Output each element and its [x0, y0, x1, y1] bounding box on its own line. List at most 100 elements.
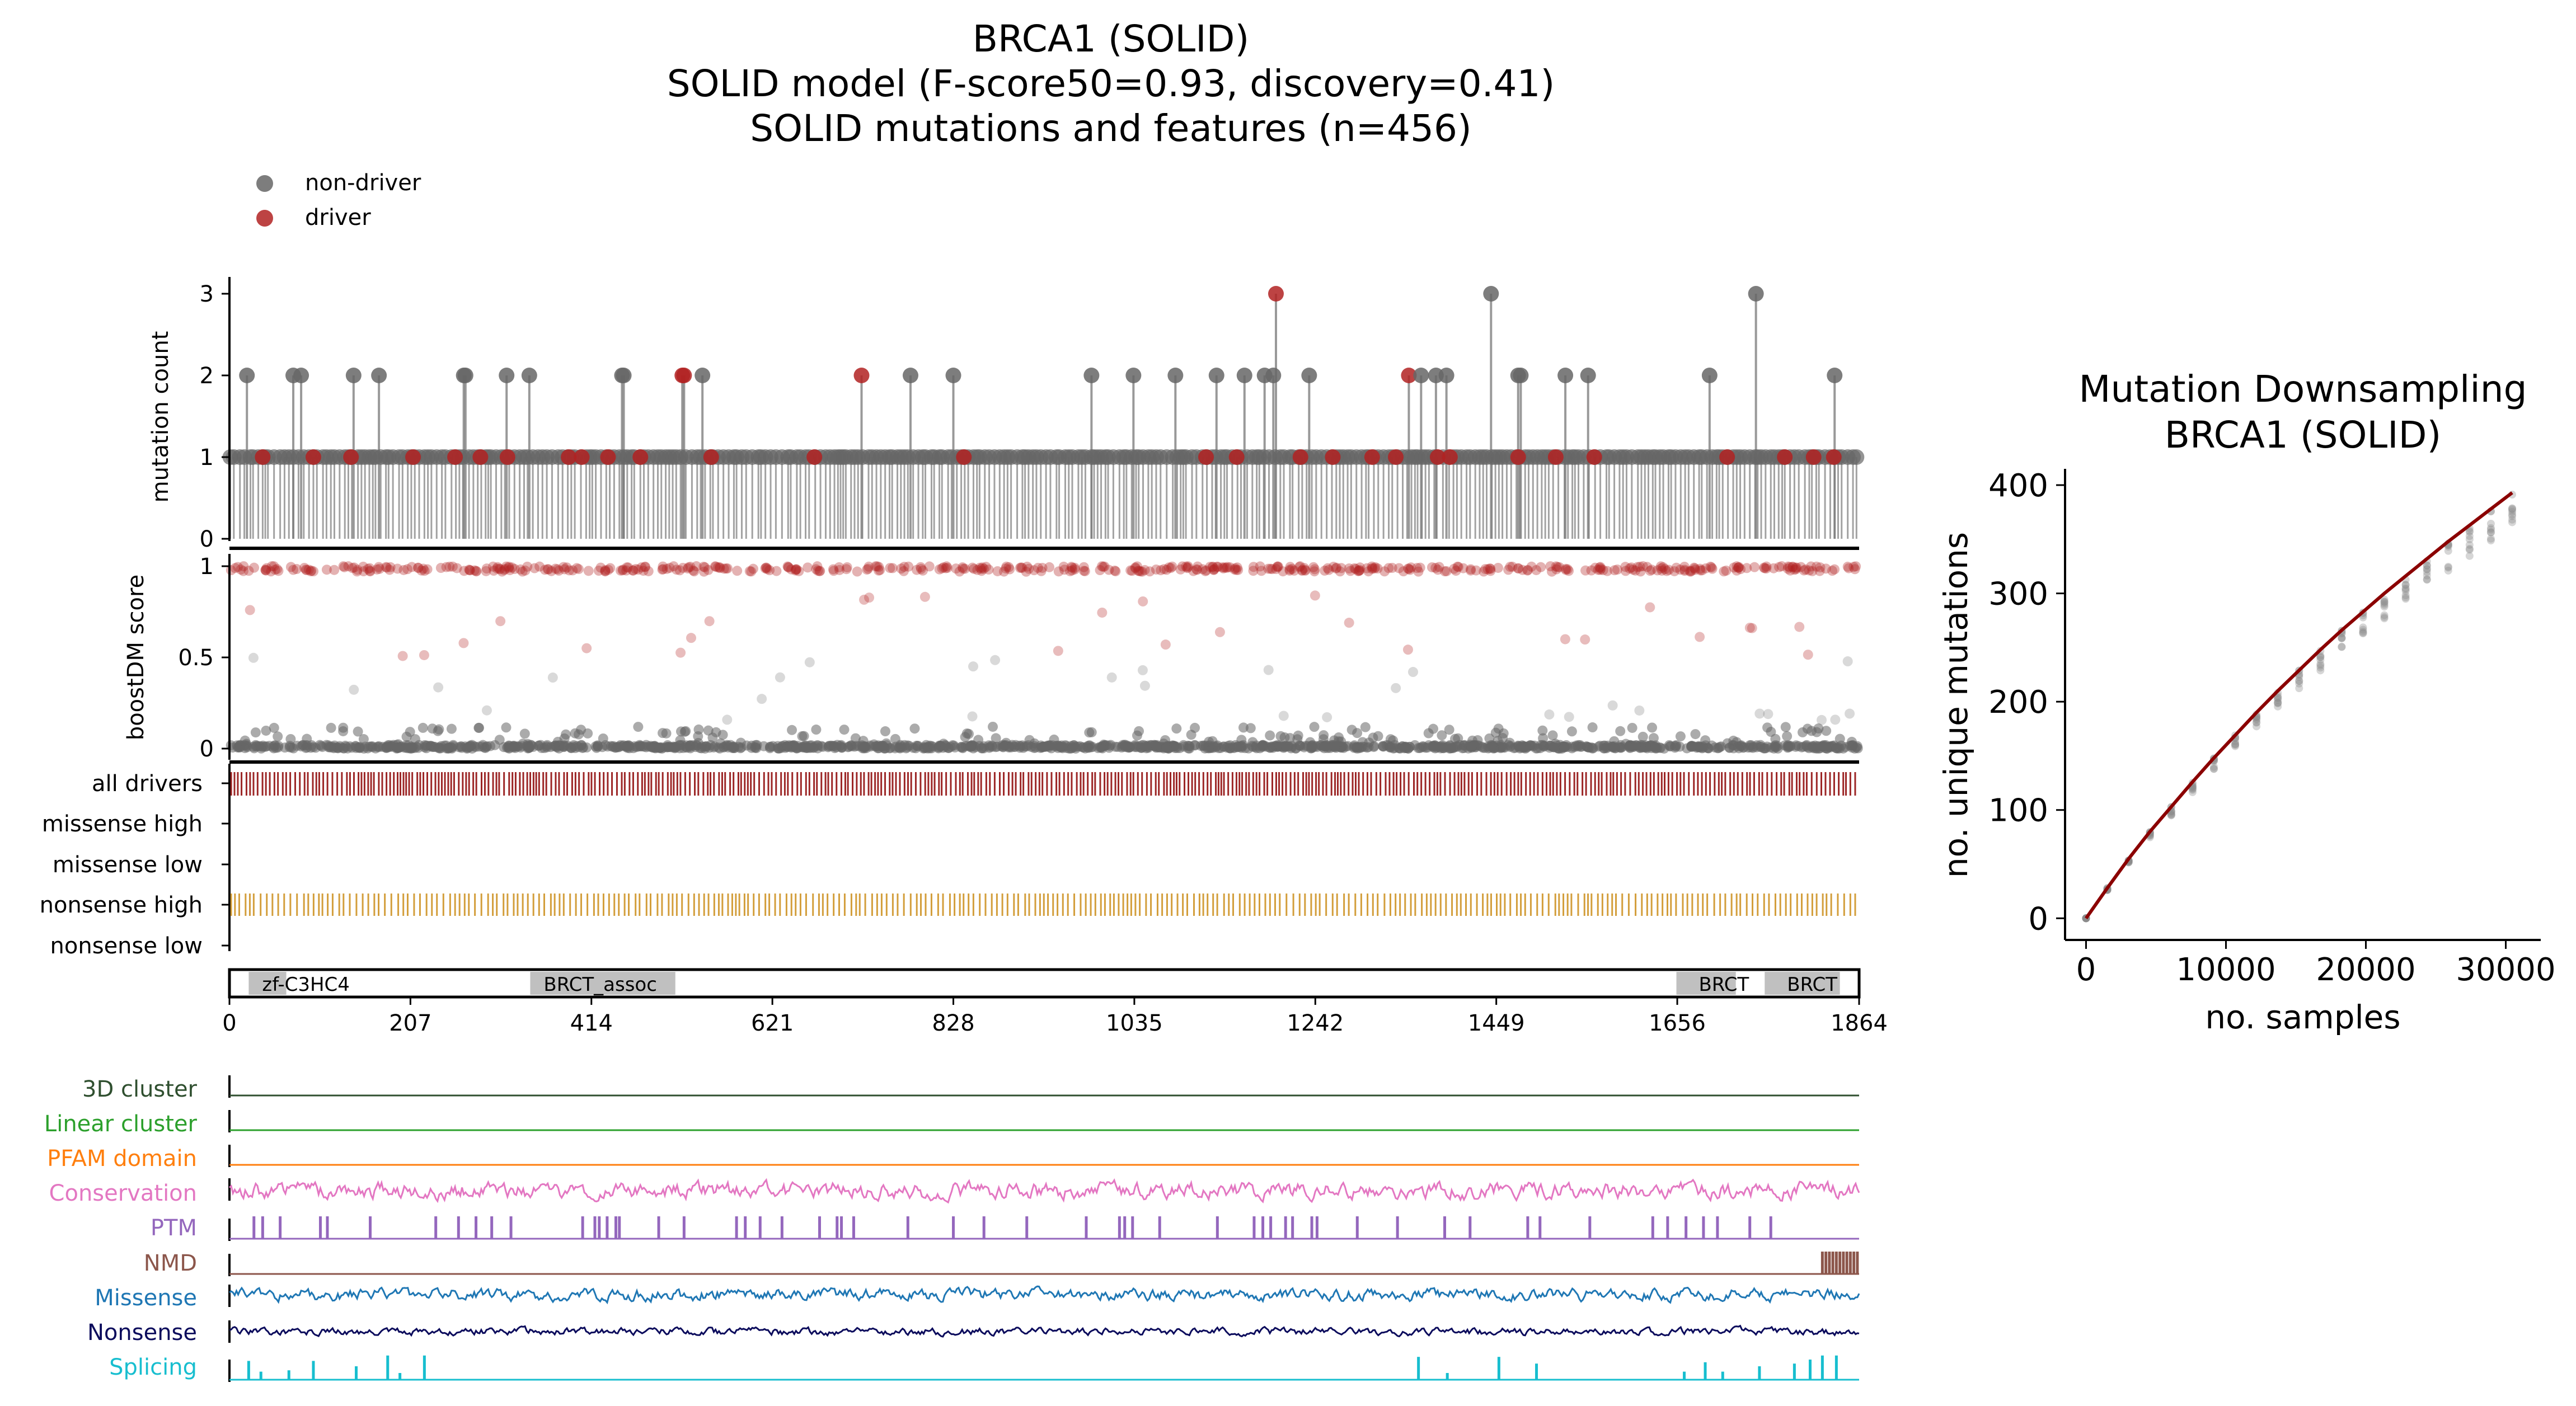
driver-score-point	[1747, 623, 1757, 633]
driver-score-point	[1586, 565, 1597, 576]
score-point	[1352, 728, 1363, 739]
mutation-point	[1208, 368, 1224, 383]
driver-score-point	[1132, 561, 1143, 572]
driver-score-point	[1036, 566, 1047, 576]
replicate-point	[2209, 765, 2218, 773]
score-point	[1207, 742, 1218, 753]
score-point	[1583, 742, 1594, 753]
driver-score-point	[1233, 565, 1244, 575]
score-point	[1498, 728, 1509, 739]
driver-score-point	[643, 566, 654, 576]
x-tick-label: 414	[570, 1010, 613, 1036]
driver-score-point	[558, 562, 569, 572]
driver-score-point	[715, 563, 725, 573]
driver-score-point	[1596, 563, 1606, 574]
driver-mutation-point	[1586, 449, 1602, 465]
driver-score-point	[492, 562, 503, 572]
replicate-point	[2380, 603, 2389, 611]
consequence-row-label: missense high	[42, 811, 203, 837]
score-point	[1746, 740, 1757, 750]
replicate-point	[2508, 504, 2516, 512]
driver-score-point	[615, 565, 626, 576]
replicate-point	[2338, 642, 2346, 651]
driver-score-point	[1232, 562, 1242, 573]
lollipop-heads	[222, 286, 1865, 465]
driver-score-point	[494, 563, 505, 574]
driver-score-point	[1367, 563, 1378, 573]
driver-score-point	[1065, 566, 1076, 576]
driver-score-point	[1367, 563, 1377, 574]
driver-score-point	[1782, 563, 1793, 574]
driver-score-point	[691, 561, 702, 572]
driver-score-point	[1430, 562, 1441, 573]
driver-score-point	[939, 562, 949, 572]
replicate-point	[2486, 534, 2495, 543]
driver-score-point	[622, 562, 632, 573]
driver-score-point	[595, 562, 606, 573]
driver-score-point	[392, 563, 403, 574]
score-point	[1293, 730, 1303, 741]
driver-score-point	[1208, 565, 1219, 575]
score-point	[1427, 741, 1438, 751]
driver-score-point	[1679, 565, 1690, 575]
mutation-point	[1483, 286, 1499, 302]
driver-score-point	[1278, 566, 1288, 577]
score-point	[850, 733, 861, 744]
score-point	[1333, 736, 1344, 747]
driver-score-point	[771, 566, 782, 576]
score-point	[1537, 740, 1548, 750]
driver-score-point	[1295, 561, 1306, 572]
replicate-point	[2231, 742, 2240, 750]
driver-score-point	[703, 565, 714, 575]
driver-mutation-point	[1401, 368, 1417, 383]
driver-score-point	[1705, 561, 1716, 572]
replicate-point	[2316, 660, 2325, 668]
driver-score-point	[1526, 561, 1537, 572]
replicate-point	[2316, 664, 2325, 672]
driver-score-point	[623, 562, 634, 573]
driver-score-point	[506, 562, 517, 573]
score-point	[1441, 742, 1451, 753]
driver-score-point	[413, 562, 424, 573]
driver-score-point	[1016, 562, 1026, 573]
driver-score-point	[1815, 562, 1826, 573]
driver-mutation-point	[600, 449, 616, 465]
score-point	[574, 729, 584, 740]
driver-score-point	[689, 566, 700, 577]
score-point	[787, 725, 797, 735]
driver-score-point	[1669, 566, 1679, 576]
driver-score-point	[1624, 563, 1635, 574]
replicate-point	[2465, 540, 2474, 549]
domain-panel: zf-C3HC4 BRCT_assoc BRCT BRCT 0 207 414 621 828…	[222, 968, 1888, 1036]
driver-score-point	[1602, 566, 1613, 576]
driver-score-point	[722, 563, 733, 574]
driver-score-point	[1689, 562, 1700, 573]
mutation-point	[1167, 368, 1184, 383]
y-tick-label: 1	[200, 445, 214, 471]
driver-score-point	[790, 565, 801, 576]
replicate-point	[2359, 623, 2367, 632]
score-point	[934, 742, 945, 753]
mutation-point	[1748, 286, 1764, 302]
driver-score-point	[303, 565, 314, 575]
driver-score-point	[1320, 565, 1330, 576]
score-point	[1378, 741, 1388, 752]
driver-score-point	[1814, 566, 1825, 576]
driver-score-point	[243, 566, 254, 576]
driver-score-point	[1402, 645, 1413, 655]
driver-score-point	[1656, 563, 1667, 573]
replicate-point	[2188, 786, 2197, 794]
mutation-point	[1125, 368, 1142, 383]
feature-track-label: Conservation	[49, 1181, 197, 1206]
driver-score-point	[365, 566, 376, 577]
score-point	[1243, 743, 1254, 754]
driver-score-point	[618, 565, 628, 575]
driver-score-point	[636, 562, 647, 573]
score-point	[991, 742, 1001, 753]
driver-score-point	[678, 562, 688, 573]
driver-score-point	[230, 563, 241, 573]
driver-score-point	[495, 564, 505, 575]
driver-score-point	[1078, 566, 1089, 576]
replicate-point	[2486, 528, 2495, 537]
driver-score-point	[499, 565, 510, 575]
